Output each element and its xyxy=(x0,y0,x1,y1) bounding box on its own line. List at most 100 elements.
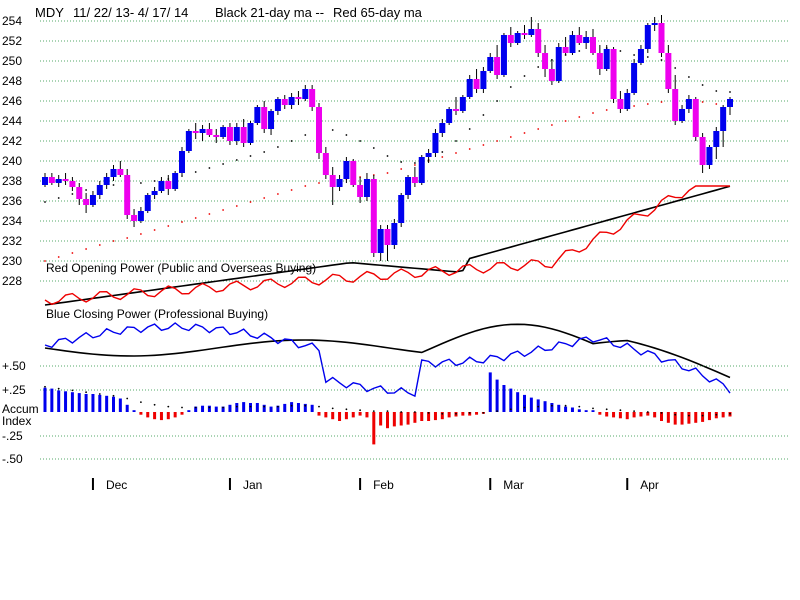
accum-ma-point xyxy=(482,412,485,414)
candlestick xyxy=(672,75,679,125)
ma65-point xyxy=(551,124,553,126)
candle-body xyxy=(672,89,679,121)
ma21-point xyxy=(277,146,279,148)
accum-bar xyxy=(399,412,403,426)
ma21-point xyxy=(181,175,183,177)
accum-bar xyxy=(413,412,417,423)
accum-ma-point xyxy=(290,404,293,407)
candle-body xyxy=(528,29,535,35)
candlestick xyxy=(240,119,247,147)
accum-bar xyxy=(598,412,602,415)
candlestick xyxy=(295,91,302,105)
candle-body xyxy=(55,179,62,183)
ma65-point xyxy=(605,109,608,111)
accum-ma-point xyxy=(71,389,74,392)
accum-bar xyxy=(707,412,711,421)
accum-bar xyxy=(64,391,68,412)
accum-bar xyxy=(666,412,670,423)
candle-body xyxy=(261,107,268,129)
ma21-point xyxy=(537,66,540,68)
candlestick xyxy=(631,59,638,95)
candlestick xyxy=(576,27,583,45)
candlestick xyxy=(624,89,631,111)
accum-bar xyxy=(118,398,122,412)
candle-body xyxy=(144,195,151,211)
accum-bar xyxy=(639,412,643,417)
accum-ma-point xyxy=(331,407,334,410)
candle-body xyxy=(281,99,288,105)
candle-body xyxy=(151,191,158,195)
candle-body xyxy=(254,107,261,123)
ma21-point xyxy=(660,59,663,61)
accum-ma-point xyxy=(85,391,87,394)
candle-body xyxy=(357,185,364,197)
candle-body xyxy=(685,99,692,109)
closing-power-label: Blue Closing Power (Professional Buying) xyxy=(46,307,268,321)
candlestick xyxy=(692,97,699,141)
candle-body xyxy=(446,109,453,123)
candlestick xyxy=(172,171,179,191)
accum-ma-point xyxy=(646,411,649,413)
candlestick xyxy=(226,123,233,145)
month-label: Dec xyxy=(106,478,127,492)
accum-bar xyxy=(180,412,184,415)
candle-body xyxy=(117,169,124,175)
candle-body xyxy=(240,127,247,143)
accum-tick-label: -.50 xyxy=(2,452,23,466)
candle-body xyxy=(617,99,624,109)
candlestick xyxy=(261,101,268,133)
ma65-point xyxy=(496,140,498,142)
candlestick xyxy=(590,29,596,55)
ma65-point xyxy=(468,148,471,150)
ma21-point xyxy=(345,134,348,136)
candle-body xyxy=(535,29,542,53)
candle-body xyxy=(302,89,309,99)
month-label: Feb xyxy=(373,478,394,492)
ma21-point xyxy=(235,159,238,161)
candle-body xyxy=(69,181,76,187)
candle-body xyxy=(466,79,473,97)
accum-ma-point xyxy=(523,406,526,409)
candlestick xyxy=(357,177,364,203)
candle-body xyxy=(83,199,90,205)
price-tick-label: 252 xyxy=(2,34,22,48)
accum-bar xyxy=(159,412,163,421)
accum-bar xyxy=(529,397,533,412)
accum-bar xyxy=(290,402,294,412)
accum-bar xyxy=(77,393,81,412)
accum-bar xyxy=(577,409,581,412)
accum-bar xyxy=(166,412,170,420)
ma65-point xyxy=(318,182,320,184)
candle-body xyxy=(494,57,501,75)
candle-body xyxy=(110,169,117,177)
candlestick xyxy=(254,105,261,125)
candlestick xyxy=(555,43,562,83)
accum-bar xyxy=(269,406,273,412)
candle-body xyxy=(226,127,233,141)
candlestick xyxy=(213,129,220,143)
ma65-point xyxy=(715,103,718,105)
ma65-point xyxy=(386,172,389,174)
ma21-point xyxy=(249,155,252,157)
candlestick xyxy=(569,31,576,55)
ma21-point xyxy=(304,134,307,136)
candlestick xyxy=(329,167,336,205)
accum-tick-label: +.25 xyxy=(2,383,26,397)
candle-body xyxy=(137,211,144,221)
candlestick xyxy=(288,93,295,109)
accum-bar xyxy=(324,412,328,418)
accum-bar xyxy=(570,407,574,412)
accum-ma-point xyxy=(729,412,731,415)
accum-bar xyxy=(173,412,177,418)
ma65-point xyxy=(564,120,567,122)
accum-bar xyxy=(358,412,362,416)
candle-body xyxy=(288,97,295,105)
opening-power-red-line xyxy=(44,185,730,306)
month-label: Mar xyxy=(503,478,524,492)
candlestick xyxy=(281,95,288,109)
candle-body xyxy=(727,99,733,107)
candle-body xyxy=(521,33,528,35)
price-tick-label: 246 xyxy=(2,94,22,108)
ma21-point xyxy=(400,161,403,163)
candlestick xyxy=(720,105,727,147)
